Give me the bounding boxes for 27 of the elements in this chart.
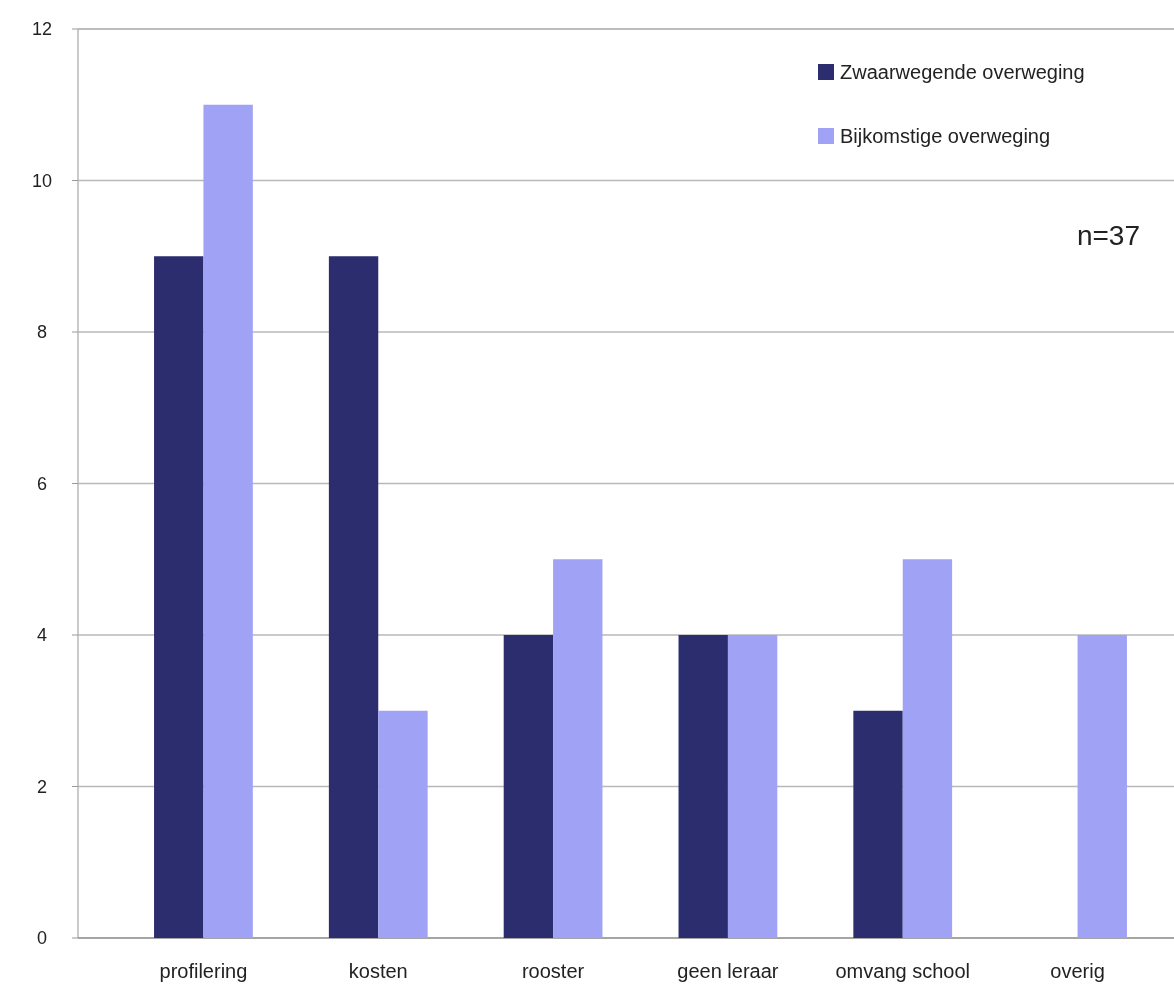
legend-label: Bijkomstige overweging	[840, 125, 1051, 147]
x-tick-label: profilering	[159, 960, 248, 982]
bar	[154, 256, 204, 938]
bar	[727, 635, 778, 938]
y-tick-label: 0	[36, 928, 48, 949]
bar	[902, 559, 953, 938]
annotation: n=37	[1076, 219, 1140, 251]
legend-label: Zwaarwegende overweging	[840, 61, 1085, 83]
bar	[1077, 635, 1127, 938]
y-tick-label: 2	[36, 776, 48, 797]
x-tick-label: overig	[1050, 960, 1105, 982]
x-tick-label: rooster	[521, 960, 585, 982]
x-tick-label: kosten	[348, 960, 408, 982]
y-tick-label: 8	[36, 322, 48, 343]
bar	[378, 710, 428, 938]
y-tick-label: 12	[31, 19, 53, 40]
bar	[678, 635, 728, 938]
bar	[503, 635, 554, 938]
y-tick-label: 10	[31, 170, 53, 191]
x-tick-label: geen leraar	[677, 960, 779, 982]
bar	[203, 104, 253, 938]
y-tick-label: 4	[36, 625, 48, 646]
bar	[553, 559, 603, 938]
y-tick-label: 6	[36, 473, 48, 494]
x-tick-label: omvang school	[835, 960, 970, 982]
bar	[853, 710, 903, 938]
bar	[328, 256, 379, 938]
